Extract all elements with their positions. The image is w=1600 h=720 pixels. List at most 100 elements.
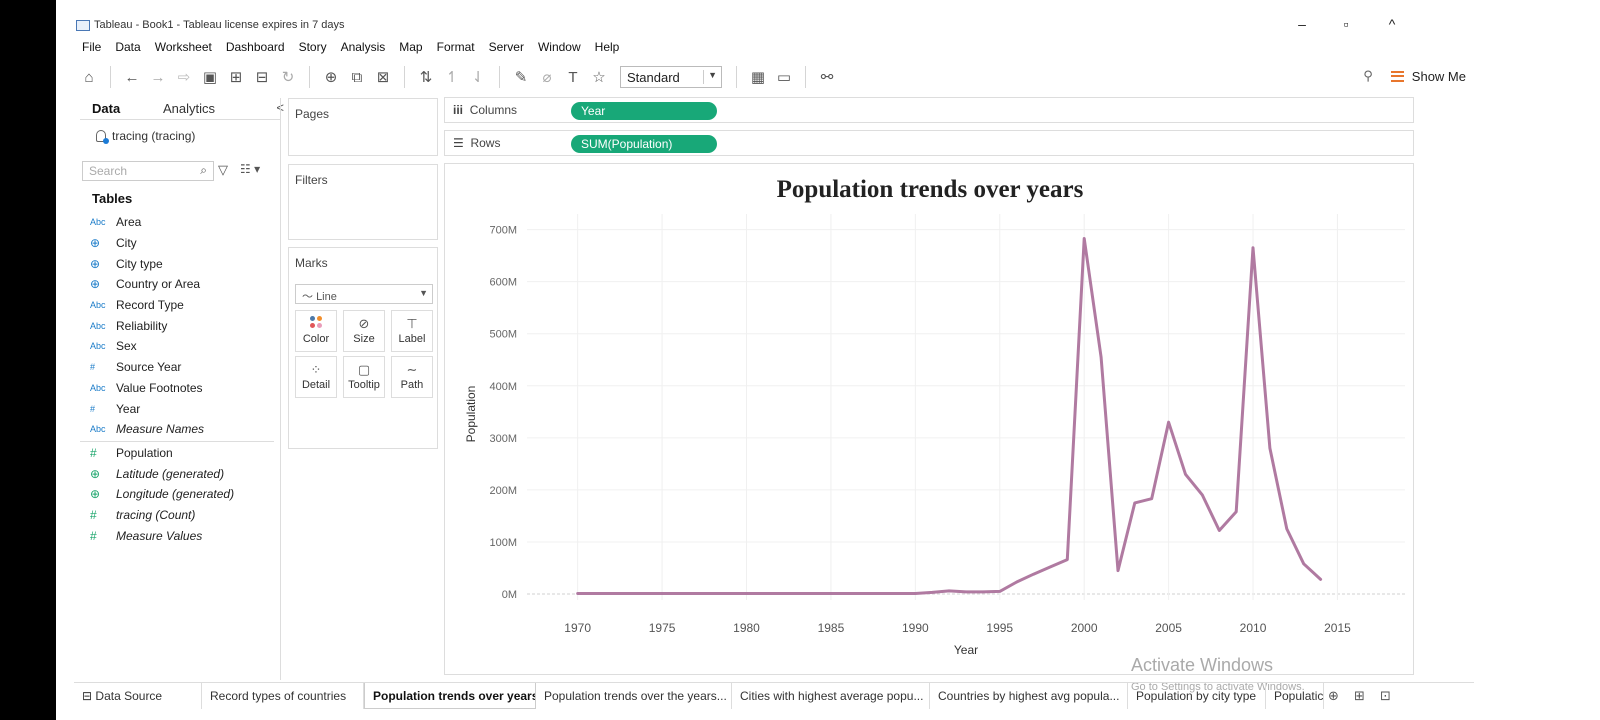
menu-worksheet[interactable]: Worksheet — [154, 40, 212, 54]
line-chart[interactable]: 0M 100M 200M 300M 400M 500M 600M 700M 1970 1975 19… — [445, 164, 1415, 676]
menu-map[interactable]: Map — [399, 40, 423, 54]
duplicate-sheet-icon[interactable]: ⧉ — [351, 68, 363, 86]
data-point[interactable] — [1116, 569, 1119, 572]
clear-sheet-icon[interactable]: ⊠ — [376, 69, 390, 86]
sort-descending-icon[interactable]: ⇃ — [471, 69, 485, 86]
menu-dashboard[interactable]: Dashboard — [225, 40, 285, 54]
field-item[interactable]: # tracing (Count) — [90, 505, 270, 526]
data-point[interactable] — [948, 589, 951, 592]
tab-data[interactable]: Data — [92, 101, 121, 116]
field-item[interactable]: # Year — [90, 398, 270, 419]
data-point[interactable] — [1133, 501, 1136, 504]
menu-server[interactable]: Server — [488, 40, 524, 54]
share-icon[interactable]: ⚯ — [820, 69, 834, 86]
menu-data[interactable]: Data — [115, 40, 141, 54]
data-point[interactable] — [914, 592, 917, 595]
tooltip-button[interactable]: ▢ Tooltip — [343, 356, 385, 398]
data-point[interactable] — [576, 592, 579, 595]
data-point[interactable] — [1218, 529, 1221, 532]
highlight-icon[interactable]: ✎ — [514, 69, 528, 86]
new-worksheet-icon[interactable]: ⊕ — [1328, 688, 1339, 703]
population-line[interactable] — [576, 237, 1323, 595]
mark-type-dropdown[interactable]: 〜 Line ▼ — [295, 284, 433, 304]
new-dashboard-icon[interactable]: ⊞ — [1354, 688, 1365, 703]
data-point[interactable] — [1184, 473, 1187, 476]
menu-window[interactable]: Window — [537, 40, 581, 54]
minimize-button[interactable]: – — [1298, 16, 1306, 32]
show-cards-icon[interactable]: ▦ — [750, 69, 766, 86]
data-point[interactable] — [981, 590, 984, 593]
search-input[interactable]: Search ⌕ — [82, 161, 214, 181]
field-item[interactable]: ⊕ City — [90, 233, 270, 254]
presentation-icon[interactable]: ▭ — [776, 69, 792, 86]
data-point[interactable] — [1201, 494, 1204, 497]
detail-button[interactable]: ⁘ Detail — [295, 356, 337, 398]
data-point[interactable] — [931, 591, 934, 594]
new-story-icon[interactable]: ⊡ — [1380, 688, 1391, 703]
data-point[interactable] — [1167, 421, 1170, 424]
data-point[interactable] — [1100, 356, 1103, 359]
data-point[interactable] — [1285, 527, 1288, 530]
data-point[interactable] — [1319, 578, 1322, 581]
sheet-tab-population-trends-years[interactable]: Population trends over the years... — [536, 683, 732, 709]
new-worksheet-icon[interactable]: ⊕ — [324, 69, 338, 86]
group-icon[interactable]: ⌀ — [542, 69, 552, 86]
data-point[interactable] — [998, 590, 1001, 593]
data-point[interactable] — [1150, 497, 1153, 500]
view-pane[interactable]: Population trends over years 0M 100M 200M 3… — [444, 163, 1414, 675]
sort-ascending-icon[interactable]: ↿ — [445, 69, 459, 86]
data-point[interactable] — [1049, 565, 1052, 568]
home-icon[interactable]: ⌂ — [84, 68, 94, 86]
replay-icon[interactable]: ⇨ — [177, 69, 191, 86]
data-point[interactable] — [745, 592, 748, 595]
data-point[interactable] — [661, 592, 664, 595]
pin-icon[interactable]: ☆ — [592, 69, 606, 86]
label-icon[interactable]: T — [568, 68, 578, 86]
field-item[interactable]: # Source Year — [90, 357, 270, 378]
sheet-tab-population-trends-active[interactable]: Population trends over years — [364, 683, 536, 709]
field-item[interactable]: ⊕ Longitude (generated) — [90, 484, 270, 505]
data-point[interactable] — [1252, 246, 1255, 249]
data-point[interactable] — [1015, 581, 1018, 584]
refresh-icon[interactable]: ↻ — [281, 69, 295, 86]
size-button[interactable]: ⊘ Size — [343, 310, 385, 352]
tab-analytics[interactable]: Analytics — [163, 101, 216, 116]
filters-card[interactable]: Filters — [288, 164, 438, 240]
pause-updates-icon[interactable]: ⊟ — [255, 69, 269, 86]
field-item[interactable]: Abc Area — [90, 212, 270, 233]
data-point[interactable] — [1032, 573, 1035, 576]
data-point[interactable] — [1268, 447, 1271, 450]
field-item[interactable]: # Population — [90, 443, 270, 464]
view-options-icon[interactable]: ☷ ▾ — [240, 162, 261, 176]
field-item[interactable]: ⊕ Country or Area — [90, 274, 270, 295]
label-button[interactable]: ⊤ Label — [391, 310, 433, 352]
fit-dropdown[interactable]: Standard ▼ — [620, 66, 722, 88]
field-item[interactable]: Abc Measure Names — [90, 419, 270, 440]
path-button[interactable]: ∼ Path — [391, 356, 433, 398]
pages-card[interactable]: Pages — [288, 98, 438, 156]
undo-icon[interactable]: ← — [124, 68, 140, 86]
sum-population-pill[interactable]: SUM(Population) — [571, 135, 717, 153]
close-button[interactable]: ^ — [1388, 16, 1396, 32]
datasource-item[interactable]: tracing (tracing) — [96, 129, 195, 144]
data-point[interactable] — [1083, 237, 1086, 240]
field-item[interactable]: ⊕ Latitude (generated) — [90, 463, 270, 484]
filter-icon[interactable]: ▽ — [218, 162, 228, 177]
save-icon[interactable]: ▣ — [202, 69, 218, 86]
data-point[interactable] — [965, 590, 968, 593]
rows-shelf[interactable]: ☰ Rows SUM(Population) — [444, 130, 1414, 156]
sheet-tab-cities-highest[interactable]: Cities with highest average popu... — [732, 683, 930, 709]
sheet-tab-population-city-type[interactable]: Population by city type — [1128, 683, 1266, 709]
data-point[interactable] — [829, 592, 832, 595]
menu-format[interactable]: Format — [436, 40, 475, 54]
menu-help[interactable]: Help — [594, 40, 620, 54]
redo-icon[interactable]: → — [150, 68, 166, 86]
menu-analysis[interactable]: Analysis — [340, 40, 386, 54]
data-source-tab[interactable]: ⊟ Data Source — [74, 683, 202, 709]
field-item[interactable]: Abc Record Type — [90, 295, 270, 316]
data-point[interactable] — [1066, 558, 1069, 561]
color-button[interactable]: Color — [295, 310, 337, 352]
columns-shelf[interactable]: iii Columns Year — [444, 97, 1414, 123]
field-item[interactable]: # Measure Values — [90, 525, 270, 546]
data-point[interactable] — [1302, 562, 1305, 565]
